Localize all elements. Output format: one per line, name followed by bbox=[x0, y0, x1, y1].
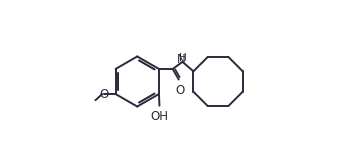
Text: O: O bbox=[99, 88, 108, 101]
Text: H: H bbox=[179, 53, 187, 63]
Text: O: O bbox=[175, 84, 184, 97]
Text: N: N bbox=[176, 53, 185, 66]
Text: OH: OH bbox=[150, 110, 169, 123]
